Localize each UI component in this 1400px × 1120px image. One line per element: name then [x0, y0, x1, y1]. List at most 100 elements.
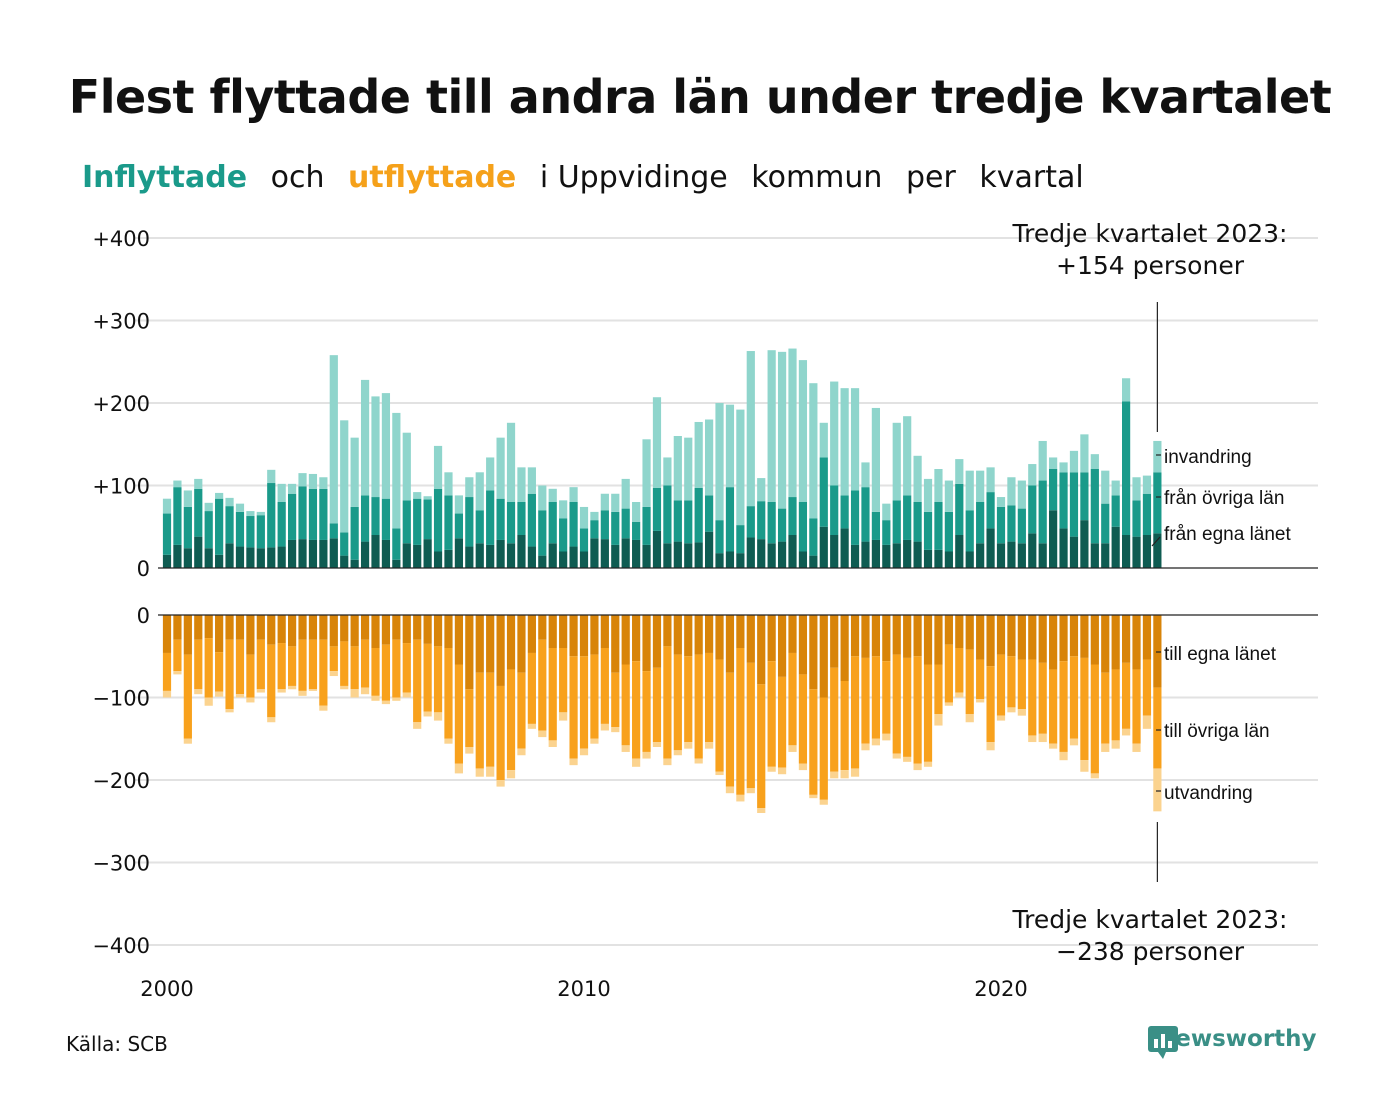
bar-in-0: [1038, 543, 1047, 568]
bar-in-0: [475, 543, 484, 568]
bar-in-2: [903, 416, 912, 496]
bar-out-1: [496, 685, 505, 780]
segment-label-utvandring: utvandring: [1164, 783, 1253, 804]
bar-out-0: [777, 615, 787, 677]
bar-out-2: [496, 780, 505, 787]
bar-out-1: [298, 639, 307, 691]
bar-out-1: [235, 639, 245, 695]
bar-in-1: [569, 502, 578, 547]
bar-out-1: [871, 656, 880, 739]
bar-in-2: [517, 467, 526, 502]
bar-out-1: [288, 646, 297, 686]
subtitle-per: per: [905, 160, 956, 195]
bar-out-0: [725, 615, 735, 673]
bar-out-0: [329, 615, 338, 647]
bar-in-0: [340, 555, 349, 568]
bar-out-1: [559, 648, 568, 713]
bar-in-1: [830, 485, 839, 535]
bar-in-2: [788, 348, 797, 498]
bar-out-2: [830, 771, 839, 779]
bar-in-2: [632, 502, 641, 522]
bar-in-2: [454, 495, 463, 514]
bar-out-0: [632, 615, 641, 662]
annotation-top-line1: Tredje kvartalet 2023:: [1012, 219, 1288, 248]
bar-in-0: [1111, 526, 1120, 568]
bar-out-0: [1142, 615, 1152, 660]
bar-out-1: [1153, 687, 1162, 769]
y-tick-label-bottom: −200: [92, 769, 150, 793]
bar-out-1: [475, 672, 484, 769]
bar-in-2: [715, 403, 724, 521]
bar-in-2: [246, 511, 255, 517]
bar-in-0: [809, 555, 818, 568]
bar-out-1: [1017, 659, 1026, 710]
bar-out-2: [1153, 768, 1162, 812]
bar-in-0: [486, 544, 495, 568]
bar-out-0: [590, 615, 599, 655]
bar-out-1: [632, 661, 641, 759]
bar-out-1: [1132, 669, 1141, 744]
bar-out-0: [392, 615, 401, 640]
bar-out-2: [1142, 715, 1152, 729]
bar-out-1: [1049, 669, 1058, 744]
bar-out-2: [340, 685, 349, 690]
bar-out-0: [256, 615, 265, 640]
bar-in-0: [621, 538, 630, 568]
bar-in-0: [1080, 520, 1089, 568]
bar-out-2: [715, 771, 724, 776]
bar-out-1: [569, 656, 578, 759]
bar-out-1: [329, 646, 338, 672]
bar-in-1: [173, 487, 182, 545]
bar-in-0: [1101, 543, 1110, 568]
x-tick-label: 2020: [974, 977, 1027, 1001]
chart-title: Flest flyttade till andra län under tred…: [68, 70, 1332, 124]
bar-out-2: [955, 692, 964, 698]
bar-out-2: [256, 689, 265, 693]
bar-in-0: [892, 543, 901, 568]
bar-out-0: [621, 615, 630, 665]
bar-out-0: [413, 615, 422, 640]
bar-out-2: [277, 689, 286, 693]
bar-in-0: [684, 543, 693, 568]
bar-out-0: [527, 615, 536, 653]
bar-out-1: [819, 697, 828, 800]
bar-out-0: [308, 615, 318, 640]
newsworthy-logo-icon: [1148, 1026, 1178, 1059]
bar-out-1: [1059, 661, 1068, 752]
bar-in-2: [986, 467, 995, 493]
bar-in-1: [809, 518, 818, 556]
bar-out-2: [215, 691, 224, 697]
bar-in-0: [705, 531, 714, 568]
bar-in-0: [871, 539, 880, 568]
bar-out-1: [955, 648, 964, 693]
bar-in-2: [1007, 477, 1016, 506]
bar-out-2: [235, 694, 245, 698]
bar-in-0: [371, 535, 380, 568]
bar-in-2: [694, 421, 703, 488]
bar-out-0: [642, 615, 651, 672]
bar-out-2: [1090, 773, 1099, 779]
bar-out-2: [173, 671, 182, 675]
bar-out-0: [371, 615, 380, 648]
bar-out-2: [986, 742, 995, 751]
bar-out-2: [705, 742, 714, 749]
bar-out-2: [1049, 743, 1058, 749]
label-tick: [1151, 536, 1161, 547]
bar-out-0: [475, 615, 484, 673]
bar-in-0: [506, 543, 516, 568]
bar-out-0: [1049, 615, 1058, 670]
bar-out-2: [486, 766, 495, 777]
bar-in-1: [871, 511, 880, 540]
bar-in-0: [777, 541, 787, 568]
subtitle-utflyttade: utflyttade: [348, 160, 517, 195]
bar-in-2: [882, 503, 891, 521]
bar-in-0: [1059, 528, 1068, 568]
bar-in-1: [433, 488, 443, 552]
bar-out-0: [433, 615, 443, 647]
bar-in-0: [194, 536, 203, 568]
bar-out-0: [194, 615, 203, 640]
bar-out-1: [746, 662, 755, 789]
bar-in-2: [465, 477, 474, 498]
bar-out-0: [798, 615, 808, 675]
